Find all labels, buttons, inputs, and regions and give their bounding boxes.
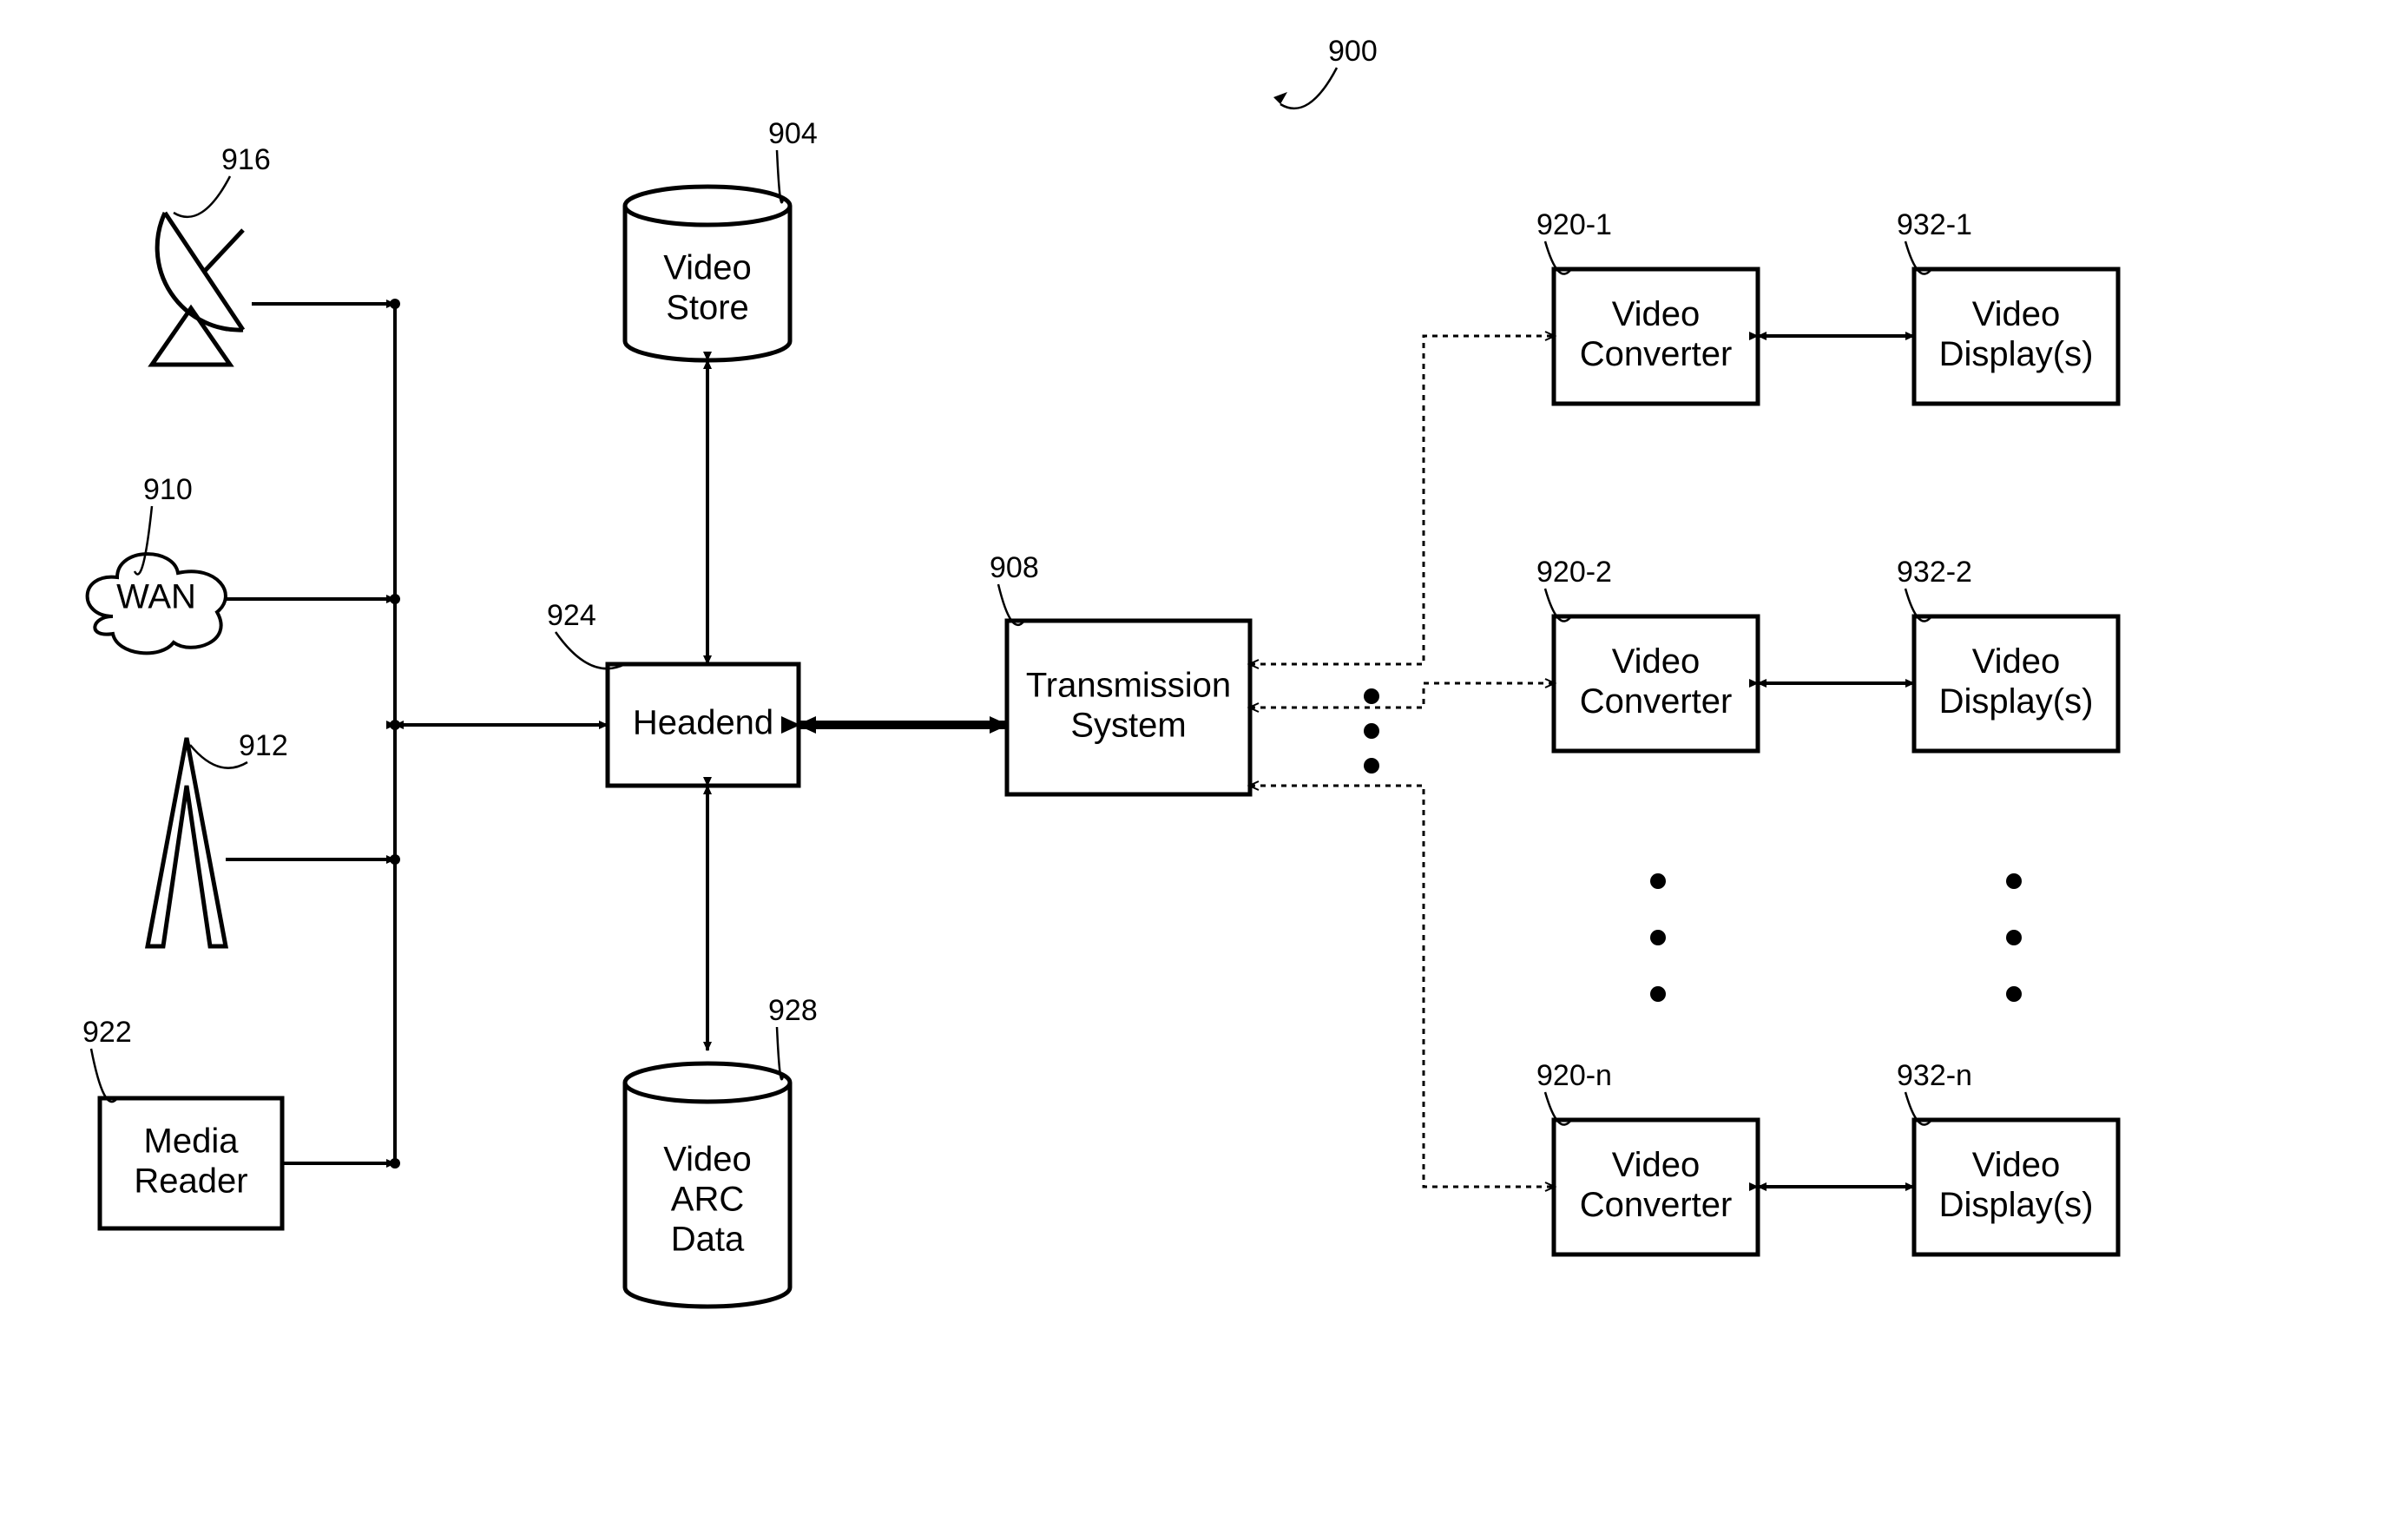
svg-text:908: 908 [990, 551, 1039, 584]
svg-text:Transmission: Transmission [1026, 667, 1231, 705]
svg-text:Display(s): Display(s) [1939, 1186, 2094, 1224]
svg-text:Video: Video [1612, 295, 1701, 333]
svg-text:910: 910 [143, 473, 193, 506]
svg-text:Reader: Reader [134, 1162, 247, 1201]
svg-text:Video: Video [663, 1141, 752, 1179]
svg-text:Video: Video [1972, 1146, 2061, 1184]
svg-text:904: 904 [768, 117, 818, 150]
svg-text:920-2: 920-2 [1536, 556, 1612, 589]
svg-text:Video: Video [1612, 1146, 1701, 1184]
svg-text:System: System [1070, 707, 1186, 745]
svg-text:932-1: 932-1 [1897, 208, 1972, 241]
block-diagram: Headend924TransmissionSystem908VideoStor… [0, 0, 2408, 1534]
svg-text:Media: Media [144, 1123, 240, 1161]
svg-text:Converter: Converter [1580, 682, 1733, 721]
svg-text:ARC: ARC [671, 1181, 744, 1219]
svg-text:932-n: 932-n [1897, 1059, 1972, 1092]
svg-text:Video: Video [663, 249, 752, 287]
svg-text:920-n: 920-n [1536, 1059, 1612, 1092]
svg-text:Video: Video [1612, 642, 1701, 681]
svg-text:900: 900 [1328, 35, 1378, 68]
svg-text:WAN: WAN [116, 578, 196, 616]
svg-text:916: 916 [221, 143, 271, 176]
svg-text:912: 912 [239, 729, 288, 762]
svg-text:Display(s): Display(s) [1939, 335, 2094, 373]
svg-text:922: 922 [82, 1016, 132, 1049]
svg-text:Video: Video [1972, 295, 2061, 333]
svg-text:Video: Video [1972, 642, 2061, 681]
svg-text:924: 924 [547, 599, 596, 632]
svg-text:920-1: 920-1 [1536, 208, 1612, 241]
svg-text:Display(s): Display(s) [1939, 682, 2094, 721]
svg-text:Data: Data [671, 1221, 745, 1259]
svg-text:Store: Store [666, 289, 749, 327]
svg-text:Converter: Converter [1580, 335, 1733, 373]
svg-text:932-2: 932-2 [1897, 556, 1972, 589]
svg-text:Converter: Converter [1580, 1186, 1733, 1224]
svg-text:Headend: Headend [633, 704, 773, 742]
svg-text:928: 928 [768, 994, 818, 1027]
